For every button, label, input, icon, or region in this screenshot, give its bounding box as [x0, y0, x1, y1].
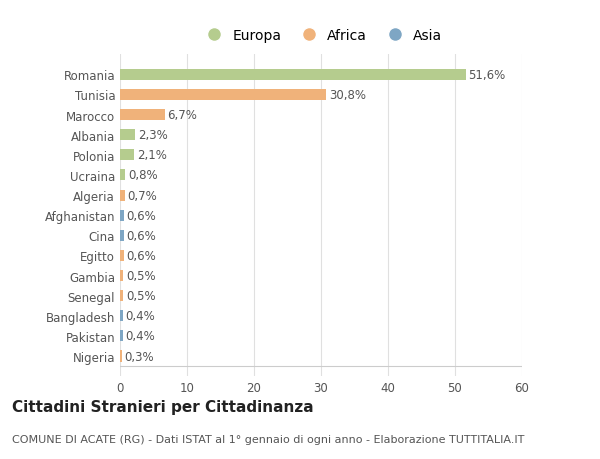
Text: 51,6%: 51,6%: [469, 69, 506, 82]
Text: 2,3%: 2,3%: [138, 129, 168, 142]
Bar: [120, 210, 124, 221]
Bar: [120, 190, 125, 201]
Bar: [120, 130, 136, 141]
Text: 0,5%: 0,5%: [126, 269, 155, 282]
Bar: [120, 110, 165, 121]
Bar: [120, 250, 124, 262]
Text: 0,4%: 0,4%: [125, 330, 155, 343]
Bar: [120, 170, 125, 181]
Bar: [120, 70, 466, 81]
Bar: [120, 90, 326, 101]
Text: 0,6%: 0,6%: [127, 209, 157, 222]
Text: 0,6%: 0,6%: [127, 249, 157, 263]
Text: Cittadini Stranieri per Cittadinanza: Cittadini Stranieri per Cittadinanza: [12, 399, 314, 414]
Text: 0,3%: 0,3%: [125, 350, 154, 363]
Bar: [120, 311, 122, 322]
Bar: [120, 330, 122, 341]
Legend: Europa, Africa, Asia: Europa, Africa, Asia: [194, 23, 448, 49]
Text: 2,1%: 2,1%: [137, 149, 167, 162]
Text: COMUNE DI ACATE (RG) - Dati ISTAT al 1° gennaio di ogni anno - Elaborazione TUTT: COMUNE DI ACATE (RG) - Dati ISTAT al 1° …: [12, 434, 524, 444]
Bar: [120, 150, 134, 161]
Text: 0,8%: 0,8%: [128, 169, 158, 182]
Bar: [120, 270, 124, 281]
Text: 0,5%: 0,5%: [126, 290, 155, 302]
Text: 0,4%: 0,4%: [125, 310, 155, 323]
Text: 0,7%: 0,7%: [127, 189, 157, 202]
Bar: [120, 291, 124, 302]
Text: 0,6%: 0,6%: [127, 230, 157, 242]
Text: 30,8%: 30,8%: [329, 89, 366, 102]
Text: 6,7%: 6,7%: [167, 109, 197, 122]
Bar: [120, 351, 122, 362]
Bar: [120, 230, 124, 241]
